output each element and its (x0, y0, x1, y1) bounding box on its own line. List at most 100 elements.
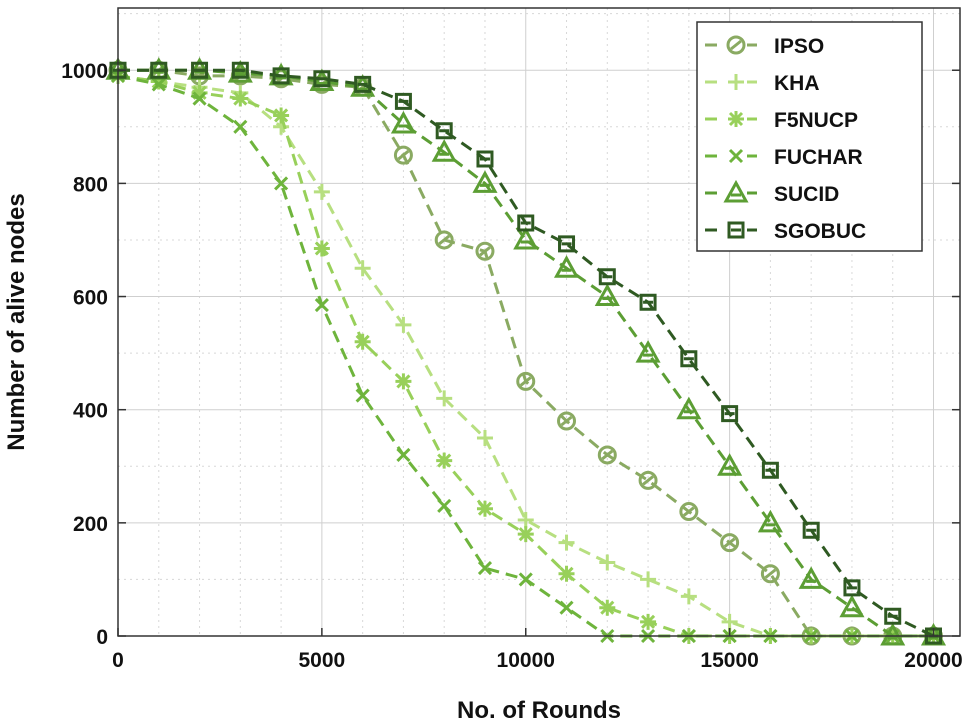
square-marker (517, 214, 535, 232)
data-point-square (313, 70, 331, 88)
data-point-square (884, 607, 902, 625)
square-marker (558, 235, 576, 253)
data-point-square (680, 350, 698, 368)
square-marker (598, 268, 616, 286)
asterisk-marker (599, 599, 616, 616)
data-point-triangle (594, 283, 620, 307)
asterisk-marker (313, 240, 330, 257)
square-marker (354, 75, 372, 93)
x-marker (314, 297, 329, 313)
x-marker (192, 91, 207, 106)
plus-marker (728, 74, 744, 90)
square-marker (313, 70, 331, 88)
marker-stroke (730, 39, 742, 51)
data-point-asterisk (191, 84, 208, 101)
data-point-square (727, 221, 745, 239)
plus-marker (558, 534, 575, 551)
x-marker (437, 498, 452, 513)
data-point-x (233, 119, 248, 134)
data-point-asterisk (599, 599, 616, 616)
data-point-square (517, 214, 535, 232)
triangle-marker (513, 226, 539, 250)
marker-stroke (601, 449, 614, 461)
circle-marker (638, 470, 658, 490)
data-point-plus (476, 429, 493, 446)
data-point-asterisk (313, 240, 330, 257)
circle-marker (720, 533, 740, 553)
marker-stroke (642, 475, 655, 486)
legend-label: FUCHAR (774, 146, 863, 169)
square-marker (802, 521, 820, 539)
legend-label: SGOBUC (774, 220, 866, 243)
data-point-triangle (635, 340, 661, 363)
series-line (118, 68, 934, 638)
data-point-asterisk (232, 90, 249, 107)
asterisk-marker (476, 500, 493, 517)
x-axis-label: No. of Rounds (457, 697, 621, 724)
plus-marker (721, 613, 738, 630)
data-point-x (355, 388, 370, 403)
asterisk-marker (150, 73, 167, 90)
asterisk-marker (728, 111, 744, 127)
data-point-triangle (390, 110, 416, 134)
data-point-circle-line (475, 241, 495, 261)
triangle-marker (594, 283, 620, 307)
asterisk-marker (232, 90, 249, 107)
square-marker (435, 122, 453, 140)
data-point-plus (728, 74, 744, 90)
data-point-plus (558, 534, 575, 551)
data-point-square (558, 235, 576, 253)
data-point-plus (395, 316, 412, 333)
data-point-square (802, 521, 820, 539)
data-point-plus (313, 183, 330, 200)
asterisk-marker (191, 84, 208, 101)
square-marker (150, 61, 168, 79)
data-point-square (598, 268, 616, 286)
data-point-circle-line (393, 145, 413, 165)
legend-gap (725, 182, 747, 204)
data-point-circle-line (726, 35, 746, 55)
data-point-circle-line (760, 564, 780, 584)
data-point-circle-line (720, 533, 740, 553)
data-point-square (721, 405, 739, 423)
plus-marker (313, 183, 330, 200)
circle-marker (597, 445, 617, 465)
data-point-triangle (431, 139, 457, 162)
data-point-asterisk (436, 452, 453, 469)
square-marker (761, 461, 779, 479)
y-axis-label: Number of alive nodes (3, 193, 30, 450)
data-point-square (394, 92, 412, 110)
marker-stroke (438, 234, 451, 246)
plus-marker (476, 429, 493, 446)
data-point-triangle (717, 453, 743, 476)
y-tick-label: 200 (73, 513, 108, 536)
legend-box (696, 21, 923, 252)
square-marker (639, 293, 657, 311)
data-point-x (518, 572, 533, 587)
data-point-triangle (757, 509, 783, 533)
data-point-plus (721, 613, 738, 630)
square-marker (843, 579, 861, 597)
circle-marker (393, 145, 413, 165)
data-point-plus (680, 588, 697, 605)
data-point-x (728, 148, 744, 164)
data-point-x (151, 77, 166, 92)
circle-marker (516, 371, 536, 391)
data-point-circle-line (597, 445, 617, 465)
asterisk-marker (558, 565, 575, 582)
triangle-marker (472, 170, 498, 193)
x-marker (274, 176, 289, 191)
legend: IPSO KHA F5NUCP FUCHAR SUCID SGOBUC (696, 21, 923, 252)
triangle-marker (839, 594, 865, 618)
plus-marker (395, 316, 412, 333)
data-point-square (150, 61, 168, 79)
asterisk-marker (640, 613, 657, 630)
data-point-triangle (798, 566, 824, 589)
data-point-square (639, 293, 657, 311)
legend-label: F5NUCP (774, 109, 858, 132)
y-tick-label: 1000 (61, 60, 108, 83)
triangle-marker (880, 622, 906, 646)
data-point-x (274, 176, 289, 191)
asterisk-marker (273, 107, 290, 124)
